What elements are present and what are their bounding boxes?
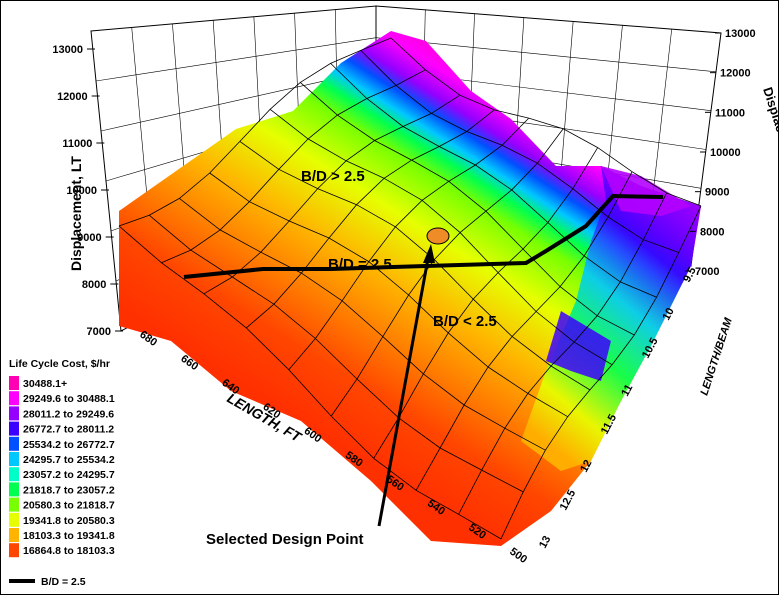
z-tick-left-label: 13000 xyxy=(52,44,83,56)
legend-swatch xyxy=(9,512,19,527)
surface-meshline xyxy=(300,82,635,336)
z-tick-right-label: 7000 xyxy=(695,266,719,278)
z-tick-right-label: 10000 xyxy=(710,147,741,159)
bd-line xyxy=(183,194,664,279)
y-tick-label: 13 xyxy=(537,534,553,550)
annotation-bd-equal: B/D = 2.5 xyxy=(328,256,392,273)
legend-label: 25534.2 to 26772.7 xyxy=(23,439,115,451)
surface-meshline xyxy=(203,94,461,295)
legend: Life Cycle Cost, $/hr 30488.1+ 29249.6 to… xyxy=(9,358,115,588)
surface-meshline xyxy=(118,225,502,540)
wall-gridline xyxy=(375,37,717,73)
surface-meshline xyxy=(246,109,495,329)
surface-meshline xyxy=(239,141,591,391)
z-tick-right-label: 11000 xyxy=(715,107,745,119)
legend-swatch xyxy=(9,543,19,558)
annotation-bd-below: B/D < 2.5 xyxy=(433,313,497,330)
design-point-arrowhead xyxy=(423,244,435,263)
z-axis-title-right: Displacement, LT xyxy=(760,85,779,191)
legend-label: 16864.8 to 18103.3 xyxy=(23,545,115,557)
legend-swatch xyxy=(9,391,19,406)
legend-line-label: B/D = 2.5 xyxy=(41,576,86,588)
legend-swatch xyxy=(9,421,19,436)
legend-title: Life Cycle Cost, $/hr xyxy=(9,358,110,370)
y-axis-title: LENGTH/BEAM xyxy=(698,316,735,397)
wall-gridline xyxy=(95,37,377,82)
legend-swatch xyxy=(9,528,19,542)
z-tick-left-label: 10000 xyxy=(66,185,97,197)
legend-label: 26772.7 to 28011.2 xyxy=(23,424,114,436)
legend-items: 30488.1+ 29249.6 to 30488.1 28011.2 to 292… xyxy=(9,376,115,558)
legend-swatch xyxy=(9,467,19,482)
surface-meshline xyxy=(179,198,546,451)
legend-label: 20580.3 to 21818.7 xyxy=(23,500,115,512)
z-tick-left-label: 12000 xyxy=(57,91,88,103)
z-tick-left-label: 8000 xyxy=(82,279,106,291)
surface-meshline xyxy=(118,37,392,227)
legend-swatch xyxy=(9,376,19,390)
legend-label: 19341.8 to 20580.3 xyxy=(23,515,115,527)
surface-meshline xyxy=(209,172,568,418)
legend-label: 24295.7 to 25534.2 xyxy=(23,454,115,466)
z-tick-right-label: 13000 xyxy=(725,28,756,40)
z-tick-right-label: 12000 xyxy=(720,68,751,80)
z-tick-right-label: 9000 xyxy=(705,187,729,199)
legend-label: 30488.1+ xyxy=(23,378,67,390)
z-tick-left-label: 7000 xyxy=(87,326,111,338)
z-tick-left-label: 11000 xyxy=(62,138,92,150)
surface-meshline xyxy=(330,128,564,417)
legend-label: 23057.2 to 24295.7 xyxy=(23,469,115,481)
surface-meshline xyxy=(415,171,633,491)
selected-design-point xyxy=(426,227,450,245)
design-point-arrow xyxy=(377,252,431,527)
surface-meshline xyxy=(269,108,613,366)
surface-right-band xyxy=(521,166,701,471)
surface-meshline xyxy=(148,214,524,493)
legend-swatch xyxy=(9,482,19,497)
legend-label: 29249.6 to 30488.1 xyxy=(23,393,115,405)
z-ticks-right: 7000 8000 9000 10000 11000 12000 13000 xyxy=(685,28,756,278)
surface-blue-patch xyxy=(546,311,611,381)
y-tick-label: 10 xyxy=(660,306,676,322)
y-tick-label: 12 xyxy=(578,458,594,474)
x-tick-label: 500 xyxy=(507,546,529,566)
surface-meshline xyxy=(390,37,702,207)
y-tick-label: 11 xyxy=(619,382,635,398)
surface-meshline xyxy=(458,192,667,515)
legend-swatch xyxy=(9,497,19,512)
surface-meshline xyxy=(500,205,702,540)
z-ticks-left: 7000 8000 9000 10000 11000 12000 13000 xyxy=(52,44,123,338)
annotation-bd-above: B/D > 2.5 xyxy=(301,168,365,185)
surface-meshline xyxy=(161,69,426,264)
legend-swatch xyxy=(9,406,19,421)
surface-meshline xyxy=(288,117,530,370)
surface-meshline xyxy=(373,147,599,459)
legend-swatch xyxy=(9,436,19,451)
surface-grid xyxy=(118,37,702,540)
surface-meshline xyxy=(330,63,657,298)
legend-label: 28011.2 to 29249.6 xyxy=(23,408,114,420)
legend-swatch xyxy=(9,452,19,466)
legend-label: 18103.3 to 19341.8 xyxy=(23,530,115,542)
annotation-design-point: Selected Design Point xyxy=(206,531,364,548)
z-tick-left-label: 9000 xyxy=(77,232,101,244)
z-tick-right-label: 8000 xyxy=(700,226,724,238)
z-axis-title-left: Displacement, LT xyxy=(68,156,84,271)
legend-label: 21818.7 to 23057.2 xyxy=(23,484,115,496)
surface-magenta-patch xyxy=(601,166,691,216)
surface-meshline xyxy=(360,50,679,253)
